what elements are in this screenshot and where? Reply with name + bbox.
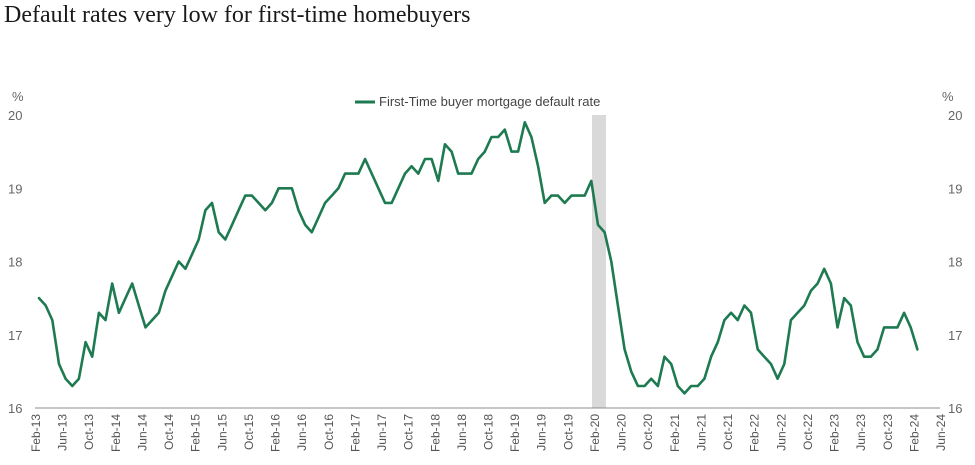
x-tick-label: Oct-14	[162, 414, 176, 450]
x-tick-label: Feb-15	[189, 414, 203, 452]
shaded-period-layer	[591, 115, 606, 408]
x-tick-label: Oct-20	[641, 414, 655, 450]
y-tick-label-left: 20	[8, 108, 22, 123]
x-tick-label: Jun-22	[774, 414, 788, 451]
x-tick-label: Oct-16	[322, 414, 336, 450]
x-tick-label: Feb-13	[29, 414, 43, 452]
y-tick-label-left: 18	[8, 255, 22, 270]
x-tick-label: Feb-23	[828, 414, 842, 452]
legend-label: First-Time buyer mortgage default rate	[379, 94, 600, 109]
x-tick-label: Jun-18	[455, 414, 469, 451]
x-tick-label: Oct-19	[561, 414, 575, 450]
x-tick-label: Oct-18	[482, 414, 496, 450]
x-tick-label: Feb-19	[508, 414, 522, 452]
x-tick-label: Oct-13	[82, 414, 96, 450]
series-line-first-time-buyer-default-rate	[37, 121, 919, 395]
x-tick-label: Feb-16	[269, 414, 283, 452]
x-tick-labels: Feb-13 Jun-13 Oct-13 Feb-14 Jun-14 Oct-14 Feb-…	[29, 414, 948, 452]
series-layer	[37, 121, 919, 395]
x-tick-label: Jun-16	[295, 414, 309, 451]
y-tick-label-right: 16	[948, 401, 962, 416]
x-tick-label: Jun-20	[615, 414, 629, 451]
x-tick-label: Oct-22	[801, 414, 815, 450]
x-tick-label: Jun-24	[934, 414, 948, 451]
x-tick-label: Jun-21	[694, 414, 708, 451]
y-tick-labels: % % 16 16 17 17 18 18 19 19 20 20	[8, 89, 962, 416]
y-tick-label-right: 17	[948, 328, 962, 343]
shaded-period	[591, 115, 606, 408]
x-tick-label: Oct-21	[721, 414, 735, 450]
y-tick-label-right: 20	[948, 108, 962, 123]
x-tick-label: Feb-17	[348, 414, 362, 452]
y-tick-label-right: 18	[948, 255, 962, 270]
chart-title: Default rates very low for first-time ho…	[4, 2, 471, 28]
x-tick-label: Feb-21	[668, 414, 682, 452]
x-tick-label: Jun-13	[56, 414, 70, 451]
x-tick-label: Jun-14	[136, 414, 150, 451]
x-tick-label: Oct-15	[242, 414, 256, 450]
x-tick-label: Feb-22	[748, 414, 762, 452]
x-tick-label: Jun-17	[375, 414, 389, 451]
x-tick-label: Jun-15	[215, 414, 229, 451]
x-tick-label: Feb-18	[428, 414, 442, 452]
legend: First-Time buyer mortgage default rate	[355, 94, 600, 109]
y-unit-right: %	[942, 89, 954, 104]
x-tick-label: Jun-23	[854, 414, 868, 451]
y-unit-left: %	[12, 89, 24, 104]
y-tick-label-left: 19	[8, 181, 22, 196]
x-tick-label: Oct-17	[402, 414, 416, 450]
x-tick-label: Feb-14	[109, 414, 123, 452]
x-tick-label: Oct-23	[881, 414, 895, 450]
y-tick-label-left: 16	[8, 401, 22, 416]
y-tick-label-left: 17	[8, 328, 22, 343]
x-tick-label: Feb-20	[588, 414, 602, 452]
x-tick-label: Jun-19	[535, 414, 549, 451]
x-tick-label: Feb-24	[907, 414, 921, 452]
y-tick-label-right: 19	[948, 181, 962, 196]
